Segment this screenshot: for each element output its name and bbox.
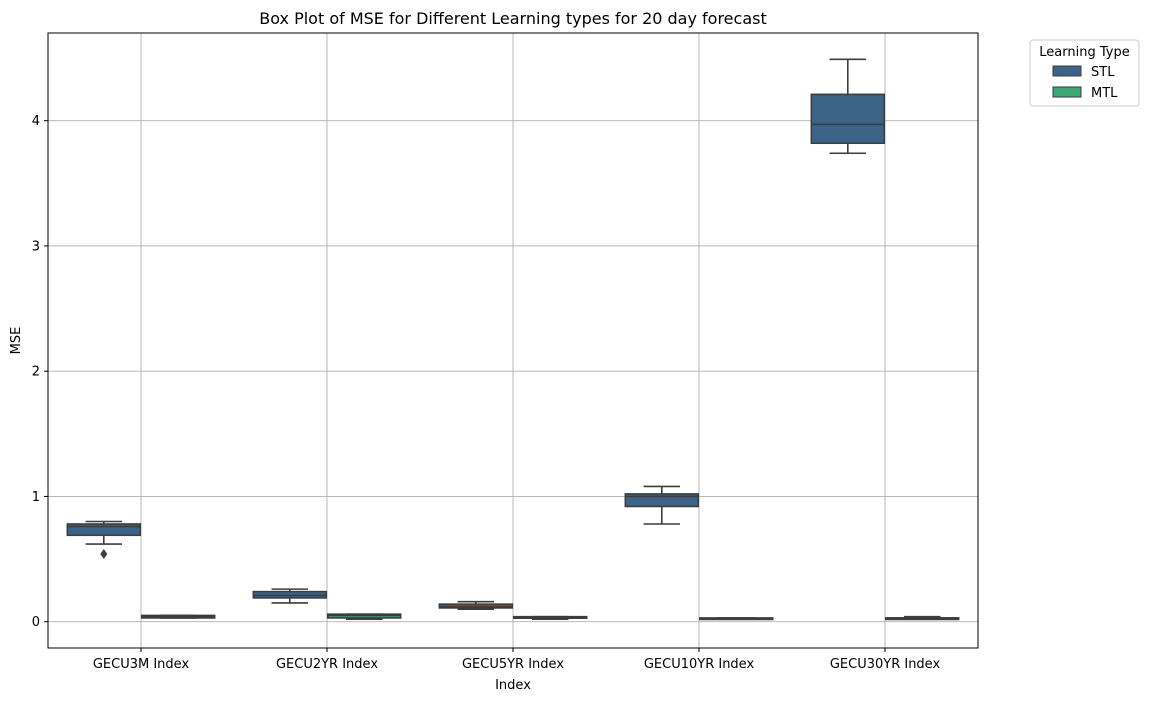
- box-stl-2: [438, 600, 514, 610]
- y-tick-label: 1: [32, 490, 40, 505]
- outlier-marker: [100, 549, 108, 560]
- box-body: [66, 523, 142, 537]
- y-tick-label: 4: [32, 114, 40, 129]
- box-mtl-1: [326, 613, 402, 620]
- gridlines: [48, 33, 978, 648]
- y-tick-label: 0: [32, 615, 40, 630]
- legend: Learning Type STL MTL: [1029, 39, 1140, 107]
- y-tick-label: 3: [32, 239, 40, 254]
- legend-swatch-stl: [1052, 65, 1082, 77]
- x-axis-label: Index: [495, 678, 531, 693]
- x-tick-label: GECU3M Index: [93, 657, 190, 672]
- x-tick-label: GECU30YR Index: [830, 657, 941, 672]
- x-tick-label: GECU10YR Index: [644, 657, 755, 672]
- series-mtl: [140, 613, 960, 621]
- y-axis: 0 1 2 3 4: [32, 114, 48, 630]
- box-mtl-3: [698, 617, 774, 621]
- chart-title: Box Plot of MSE for Different Learning t…: [259, 9, 766, 28]
- x-tick-label: GECU5YR Index: [462, 657, 564, 672]
- y-axis-label: MSE: [9, 327, 24, 355]
- legend-swatch-mtl: [1052, 86, 1082, 98]
- box-stl-1: [252, 588, 328, 604]
- legend-title: Learning Type: [1039, 45, 1129, 60]
- box-series: [66, 58, 960, 621]
- box-stl-0: [66, 520, 142, 560]
- x-axis: GECU3M Index GECU2YR Index GECU5YR Index GE…: [93, 648, 941, 672]
- box-mtl-2: [512, 615, 588, 620]
- y-tick-label: 2: [32, 365, 40, 380]
- x-tick-label: GECU2YR Index: [276, 657, 378, 672]
- box-body: [810, 93, 886, 145]
- legend-label-mtl: MTL: [1091, 86, 1118, 101]
- box-mtl-0: [140, 614, 216, 619]
- legend-label-stl: STL: [1091, 65, 1115, 80]
- series-stl: [66, 58, 886, 610]
- box-stl-4: [810, 58, 886, 155]
- box-mtl-4: [884, 615, 960, 621]
- box-stl-3: [624, 485, 700, 525]
